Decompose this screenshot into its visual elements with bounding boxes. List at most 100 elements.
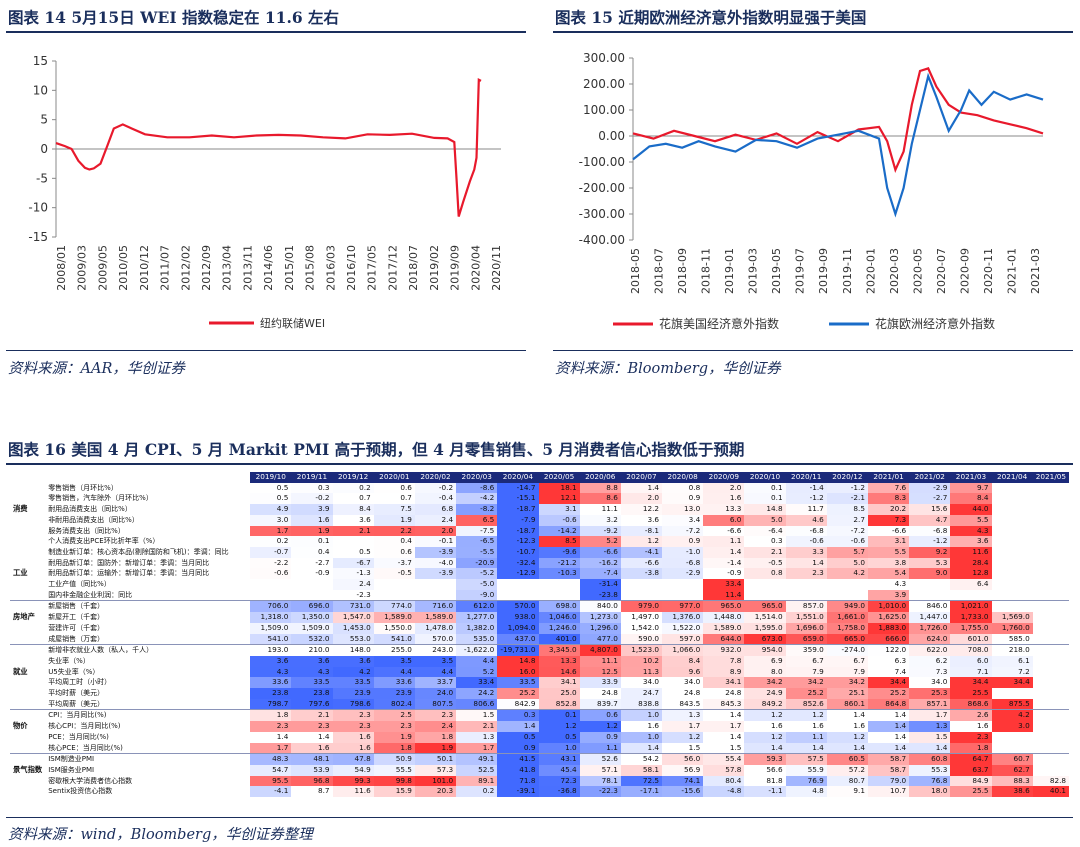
value-cell: 597.0 [662,633,704,645]
table-row: 失业率（%） 3.6 3.6 3.6 3.5 3.5 4.4 14.8 13.3 11.1 10.2… [10,655,1070,667]
value-cell: 1,625.0 [868,612,910,623]
value-cell: -9.0 [456,589,498,601]
value-cell: 0.5 [250,482,292,494]
value-cell: 3.5 [414,655,457,667]
value-cell [1032,504,1070,515]
category-cell [10,557,46,569]
value-cell: 1,273.0 [579,612,621,623]
value-cell: 1.4 [250,731,292,743]
value-cell: 8.9 [703,666,745,678]
value-cell: 1.9 [291,525,333,537]
indicator-label: 耐用品消费支出（同比%） [45,504,251,515]
value-cell: -8.6 [456,482,498,494]
table-row: 非耐用品消费支出（同比%） 3.0 1.6 3.6 1.9 2.4 6.5 -7.9 -0.6 3… [10,514,1070,526]
value-cell: -7.2 [826,525,868,537]
value-cell: 33.5 [332,677,374,689]
value-cell: -0.9 [291,568,333,580]
value-cell: 16.0 [497,666,539,678]
value-cell: 1.5 [662,742,704,754]
value-cell: -18.7 [497,525,539,537]
chart14-source: 资料来源：AAR，华创证券 [8,361,185,377]
value-cell: 437.0 [497,633,539,645]
chart15-ytick-label-1: 200.00 [583,77,625,91]
value-cell: -10.7 [497,546,539,558]
value-cell: 12.2 [620,504,663,515]
value-cell: 949.0 [826,600,868,613]
value-cell: 0.4 [291,546,333,558]
value-cell: 34.1 [538,677,580,689]
value-cell: 12.8 [950,568,992,580]
value-cell: -2.9 [909,482,951,494]
chart15-ytick-label-5: -200.00 [579,181,625,195]
chart15-xtick-label-17: 2021-03 [1029,248,1042,294]
indicator-label: 零售销售（月环比%） [45,482,251,494]
column-header: 2020/10 [744,472,786,483]
value-cell: 1,569.0 [991,612,1033,623]
value-cell: 4.3 [950,525,992,537]
value-cell: 34.4 [991,677,1033,689]
value-cell: 23.8 [291,688,333,699]
value-cell: 938.0 [497,612,539,623]
value-cell: 34.1 [703,677,745,689]
chart15-xtick-label-16: 2021-01 [1005,248,1018,294]
value-cell: -1.4 [703,557,745,569]
value-cell: 0.5 [497,731,539,743]
indicator-label: 非耐用品消费支出（同比%） [45,514,251,526]
value-cell: 698.0 [538,600,580,613]
value-cell: 24.2 [456,688,498,699]
value-cell: -1.0 [662,546,704,558]
value-cell: 2.4 [414,514,457,526]
value-cell [1032,589,1070,601]
value-cell: -2.2 [250,557,292,569]
value-cell: 1.2 [744,731,786,743]
value-cell: 8.0 [744,666,786,678]
value-cell: 76.8 [909,775,951,787]
value-cell: 52.5 [456,764,498,776]
indicator-label: 营建许可（千套） [45,622,251,634]
column-header: 2020/08 [662,472,704,483]
indicator-label: CPI：当月同比(%) [45,709,251,722]
value-cell: 1,733.0 [950,612,992,623]
value-cell: 3.9 [291,504,333,515]
table-row: 零售销售（月环比%） 0.5 0.3 0.2 0.6 -0.2 -8.6 -14.7 18.1 8… [10,482,1070,494]
value-cell: 43.1 [538,753,580,765]
value-cell: 1,010.0 [868,600,910,613]
category-cell [10,482,46,494]
value-cell: 7.9 [785,666,827,678]
category-cell: 工业 [10,568,46,580]
value-cell: 48.3 [250,753,292,765]
category-cell [10,525,46,537]
value-cell: 1,551.0 [785,612,827,623]
value-cell: 0.1 [744,493,786,505]
value-cell: 6.9 [744,655,786,667]
value-cell: 3.5 [373,655,415,667]
value-cell: -3.8 [620,568,663,580]
table-row: 工业 耐用品新订单：运输外：新增订单：季调：当月同比 -0.6 -0.9 -1.3 -0.… [10,568,1070,580]
economic-indicator-table: 2019/10 2019/11 2019/12 2020/01 2020/02 2020/… [10,472,1070,798]
value-cell: 1,883.0 [868,622,910,634]
value-cell [1032,622,1070,634]
column-header: 2021/05 [1032,472,1070,483]
value-cell: 1.1 [785,731,827,743]
value-cell: 0.2 [250,536,292,547]
indicator-label: 个人消费支出PCE环比折年率（%） [45,536,251,547]
value-cell: 34.4 [950,677,992,689]
table16-title: 图表 16 美国 4 月 CPI、5 月 Markit PMI 高于预期，但 4… [8,440,745,459]
value-cell: 44.0 [950,504,992,515]
value-cell: 1.1 [703,536,745,547]
chart15-ytick-label-3: 0.00 [598,129,625,143]
table-header-row: 2019/10 2019/11 2019/12 2020/01 2020/02 2020/… [10,472,1070,483]
category-cell [10,742,46,754]
value-cell: 798.7 [250,698,292,710]
value-cell: 807.5 [414,698,457,710]
value-cell: 0.2 [332,482,374,494]
value-cell: 585.0 [991,633,1033,645]
value-cell: 56.6 [744,764,786,776]
value-cell: 2.3 [414,709,457,722]
value-cell: 845.3 [703,698,745,710]
value-cell: -6.8 [785,525,827,537]
chart14-xtick-label-17: 2018/07 [407,245,420,291]
value-cell: 3.6 [950,536,992,547]
value-cell: -4.1 [250,786,292,798]
value-cell: 1.7 [703,721,745,732]
